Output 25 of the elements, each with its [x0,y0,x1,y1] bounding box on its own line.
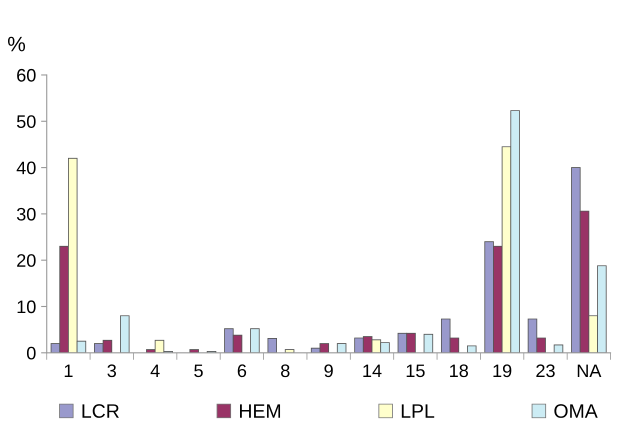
y-tick-label: 40 [16,162,36,174]
legend-label: LPL [402,404,434,418]
legend-label: OMA [554,404,598,418]
y-tick-label: 60 [17,68,36,82]
y-tick-label: 20 [17,254,36,267]
y-tick-label: 50 [16,115,36,128]
x-tick-label: 19 [493,364,512,378]
x-tick-label: 1 [64,364,73,377]
y-tick-label: 0 [26,346,36,360]
x-tick-label: 5 [194,364,203,378]
legend-label: HEM [240,404,280,418]
y-axis-title: % [8,36,26,52]
x-tick-label: 6 [238,364,246,378]
x-tick-label: 18 [450,364,468,378]
x-tick-label: 8 [281,364,290,378]
x-tick-label: 14 [363,364,382,377]
x-tick-label: 9 [324,364,333,378]
legend-label: LCR [82,404,119,418]
x-tick-label: 3 [107,364,116,378]
y-tick-label: 10 [18,300,36,314]
x-tick-label: 4 [150,364,160,377]
x-tick-label: NA [578,364,602,377]
x-tick-label: 23 [536,364,555,378]
x-tick-label: 15 [406,364,425,378]
y-tick-label: 30 [16,208,36,221]
